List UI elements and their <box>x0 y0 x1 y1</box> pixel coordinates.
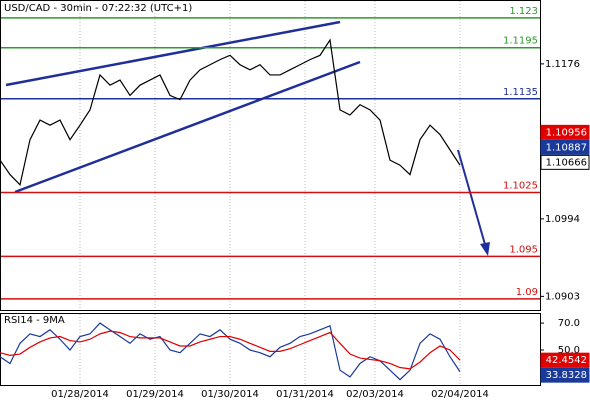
y-tick-label: 1.0994 <box>545 214 580 225</box>
x-tick-label: 01/30/2014 <box>201 389 259 400</box>
level-label: 1.123 <box>509 6 538 17</box>
readout-label: 1.10887 <box>546 142 587 153</box>
rsi-title: RSI14 - 9MA <box>4 315 65 326</box>
rsi-panel <box>0 313 541 386</box>
level-label: 1.1135 <box>503 87 538 98</box>
x-tick-label: 02/04/2014 <box>431 389 489 400</box>
readout-label: 33.8328 <box>546 370 587 381</box>
price-line <box>0 330 461 370</box>
readout-box <box>540 367 590 383</box>
y-tick-label: 1.0903 <box>545 291 580 302</box>
x-tick-label: 01/31/2014 <box>276 389 334 400</box>
arrow-head <box>480 242 490 256</box>
readout-label: 1.10666 <box>546 157 587 168</box>
readout-box <box>540 139 590 155</box>
y-tick-label: 70.0 <box>558 318 580 329</box>
x-tick-label: 02/03/2014 <box>346 389 404 400</box>
trend-line <box>5 20 341 87</box>
trend-line <box>14 60 361 194</box>
level-label: 1.1195 <box>503 36 538 47</box>
level-label: 1.095 <box>509 244 538 255</box>
main-panel <box>0 0 541 311</box>
arrow <box>457 149 487 249</box>
readout-box <box>540 352 590 368</box>
price-line <box>0 38 461 187</box>
readout-label: 42.4542 <box>546 355 587 366</box>
readout-box <box>540 124 590 140</box>
chart-title: USD/CAD - 30min - 07:22:32 (UTC+1) <box>4 3 192 14</box>
x-tick-label: 01/28/2014 <box>51 389 109 400</box>
y-tick-label: 1.1176 <box>545 59 580 70</box>
y-tick-label: 50.0 <box>558 345 580 356</box>
x-tick-label: 01/29/2014 <box>126 389 184 400</box>
readout-label: 1.10956 <box>546 127 587 138</box>
level-label: 1.09 <box>516 287 538 298</box>
readout-box <box>540 154 590 170</box>
level-label: 1.1025 <box>503 180 538 191</box>
